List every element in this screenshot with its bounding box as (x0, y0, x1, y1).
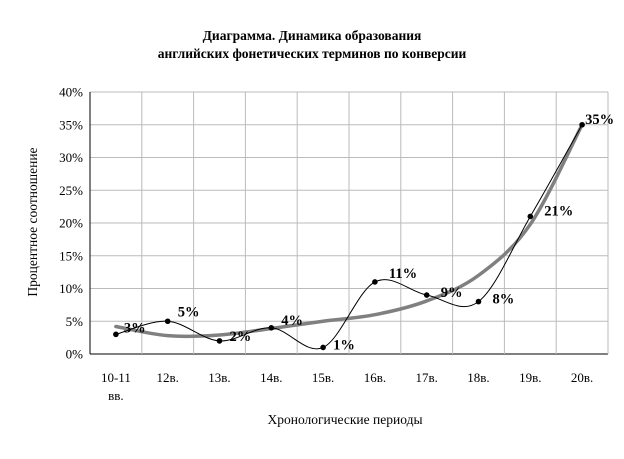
data-point (164, 318, 171, 325)
x-tick-label: 14в. (260, 370, 282, 385)
y-tick-label: 25% (59, 183, 83, 198)
data-point (475, 298, 482, 305)
y-tick-label: 10% (59, 281, 83, 296)
x-tick-label: 20в. (571, 370, 593, 385)
data-label: 8% (493, 292, 515, 308)
data-label: 21% (544, 203, 573, 219)
trend-line (114, 123, 584, 339)
y-tick-label: 40% (59, 85, 83, 100)
y-tick-label: 0% (66, 347, 84, 362)
x-tick-label: 10-11 (101, 370, 131, 385)
data-label: 4% (281, 313, 303, 329)
x-tick-label: 16в. (364, 370, 386, 385)
x-tick-label: 13в. (208, 370, 230, 385)
data-point (423, 292, 430, 298)
data-label: 2% (230, 329, 252, 345)
y-axis-label: Процентное соотношение (25, 147, 40, 296)
y-axis-tick-labels: 0% 5% 10% 15% 20% 25% 30% 35% 40% (59, 85, 83, 362)
y-tick-label: 35% (59, 117, 83, 132)
chart-title-line-2: английских фонетических терминов по конв… (158, 46, 467, 61)
y-tick-label: 15% (59, 248, 83, 263)
chart-title: Диаграмма. Динамика образования английск… (158, 28, 467, 61)
gridlines (89, 91, 609, 355)
x-axis-tick-labels: 10-11 вв. 12в. 13в. 14в. 15в. 16в. 17в. 18в. 19в.… (101, 370, 593, 403)
x-tick-label: 18в. (467, 370, 489, 385)
data-label: 9% (441, 285, 463, 301)
x-tick-label: 17в. (416, 370, 438, 385)
chart-title-line-1: Диаграмма. Динамика образования (203, 28, 422, 43)
y-tick-label: 30% (59, 150, 83, 165)
x-tick-label: вв. (108, 388, 124, 403)
data-labels-group: 3% 5% 2% 4% 1% 11% 9% 8% 21% 35% (124, 112, 614, 354)
x-tick-label: 19в. (519, 370, 541, 385)
data-label: 5% (178, 304, 200, 320)
data-series-group (113, 121, 585, 351)
x-axis-label: Хронологические периоды (267, 412, 422, 427)
data-label: 35% (585, 112, 614, 128)
data-point (268, 325, 275, 331)
trend-line-group (114, 123, 584, 339)
x-tick-label: 12в. (157, 370, 179, 385)
series-line (115, 124, 583, 350)
data-label: 3% (124, 320, 146, 336)
data-label: 11% (389, 266, 417, 282)
data-point (579, 121, 585, 128)
data-point (320, 344, 326, 351)
data-point (372, 279, 378, 285)
data-point (113, 331, 119, 338)
data-point (527, 213, 534, 220)
y-tick-label: 5% (66, 314, 84, 329)
y-tick-label: 20% (59, 216, 83, 231)
data-label: 1% (333, 337, 355, 353)
data-point (216, 338, 223, 344)
x-tick-label: 15в. (312, 370, 334, 385)
